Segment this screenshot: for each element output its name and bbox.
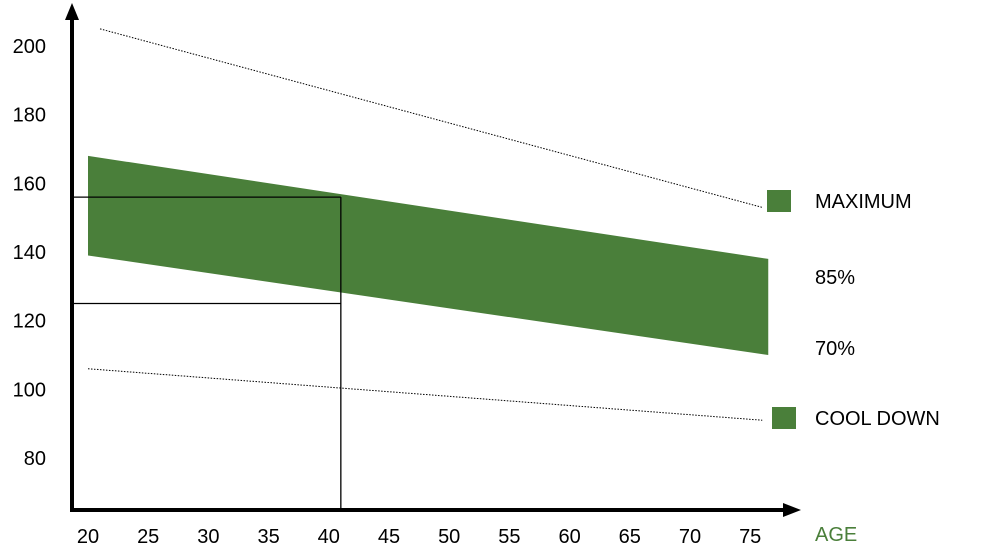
- y-tick-labels: 80 100 120 140 160 180 200: [13, 36, 46, 470]
- legend-label-85: 85%: [815, 267, 855, 289]
- legend-label-cool-down: COOL DOWN: [815, 408, 940, 430]
- line-layer: [87, 28, 763, 421]
- legend-swatch-maximum: [767, 190, 791, 212]
- x-tick-label: 70: [679, 526, 701, 548]
- x-tick-label: 20: [77, 526, 99, 548]
- x-tick-label: 40: [318, 526, 340, 548]
- y-tick-label: 100: [13, 379, 46, 401]
- x-axis-title: AGE: [815, 524, 857, 546]
- axes: [65, 3, 801, 517]
- y-axis-arrow-icon: [65, 3, 79, 20]
- y-tick-label: 160: [13, 173, 46, 195]
- x-tick-label: 60: [558, 526, 580, 548]
- y-tick-label: 180: [13, 105, 46, 127]
- target-heart-rate-band: [88, 155, 769, 356]
- x-tick-label: 75: [739, 526, 761, 548]
- reference-lines: [72, 196, 342, 510]
- x-tick-label: 55: [498, 526, 520, 548]
- x-tick-label: 35: [257, 526, 279, 548]
- legend-swatch-cool-down: [772, 407, 796, 429]
- x-tick-label: 45: [378, 526, 400, 548]
- x-tick-labels: 20 25 30 35 40 45 50 55 60 65 70 75: [77, 526, 761, 548]
- x-tick-label: 50: [438, 526, 460, 548]
- legend-label-maximum: MAXIMUM: [815, 191, 912, 213]
- x-axis-arrow-icon: [783, 503, 801, 517]
- band-layer: [88, 155, 769, 356]
- y-tick-label: 120: [13, 311, 46, 333]
- y-tick-label: 140: [13, 242, 46, 264]
- legend-label-70: 70%: [815, 338, 855, 360]
- series-line-cool-down: [87, 368, 763, 421]
- series-line-maximum: [99, 28, 763, 208]
- y-tick-label: 200: [13, 36, 46, 58]
- legend: MAXIMUM 85% 70% COOL DOWN: [767, 190, 940, 430]
- x-tick-label: 65: [619, 526, 641, 548]
- x-tick-label: 25: [137, 526, 159, 548]
- x-tick-label: 30: [197, 526, 219, 548]
- y-tick-label: 80: [24, 448, 46, 470]
